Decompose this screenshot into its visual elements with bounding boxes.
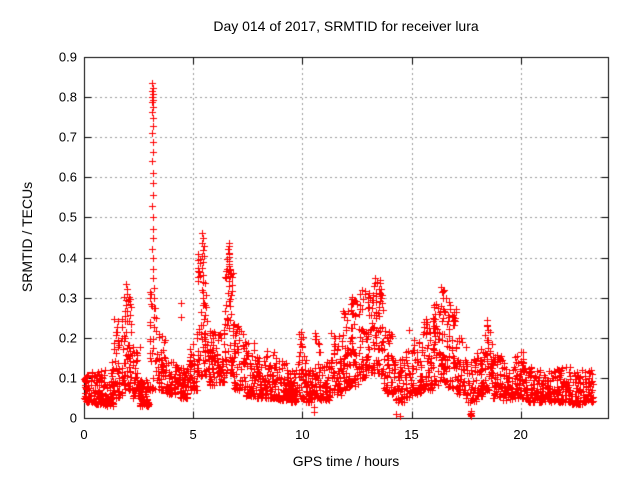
x-tick-label: 15 (404, 427, 419, 442)
x-tick-label: 20 (513, 427, 528, 442)
x-tick-label: 0 (80, 427, 88, 442)
y-tick-label: 0.1 (58, 370, 77, 386)
y-tick-label: 0.7 (58, 129, 77, 145)
y-tick-label: 0 (69, 410, 77, 426)
x-tick-label: 10 (295, 427, 310, 442)
x-axis-label: GPS time / hours (292, 453, 400, 469)
y-tick-label: 0.4 (58, 250, 77, 266)
y-tick-label: 0.2 (58, 330, 77, 346)
y-axis-label: SRMTID / TECUs (19, 181, 35, 293)
chart-title: Day 014 of 2017, SRMTID for receiver lur… (213, 18, 479, 34)
y-tick-label: 0.8 (58, 89, 77, 105)
y-tick-label: 0.3 (58, 290, 77, 306)
y-tick-label: 0.5 (58, 209, 77, 225)
y-tick-label: 0.9 (58, 49, 77, 65)
x-tick-label: 5 (189, 427, 197, 442)
y-tick-label: 0.6 (58, 169, 77, 185)
